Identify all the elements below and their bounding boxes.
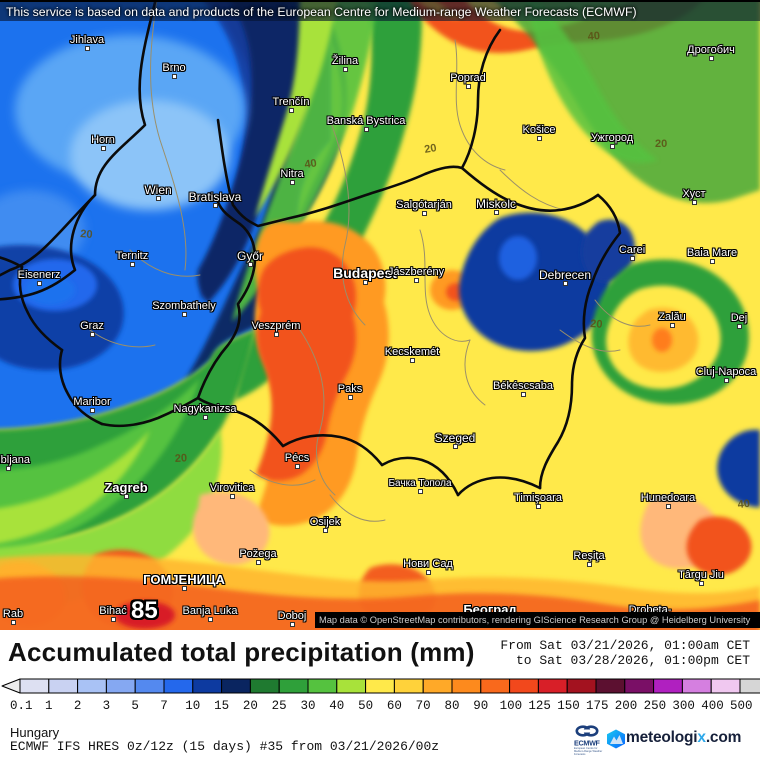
svg-text:20: 20 bbox=[423, 142, 437, 156]
svg-text:20: 20 bbox=[655, 138, 667, 150]
svg-text:20: 20 bbox=[590, 318, 603, 331]
svg-text:40: 40 bbox=[304, 157, 318, 171]
svg-text:40: 40 bbox=[737, 498, 750, 511]
svg-text:20: 20 bbox=[80, 228, 93, 241]
svg-text:40: 40 bbox=[587, 30, 600, 43]
svg-text:ECMWF: ECMWF bbox=[574, 739, 600, 748]
svg-text:20: 20 bbox=[175, 452, 188, 465]
